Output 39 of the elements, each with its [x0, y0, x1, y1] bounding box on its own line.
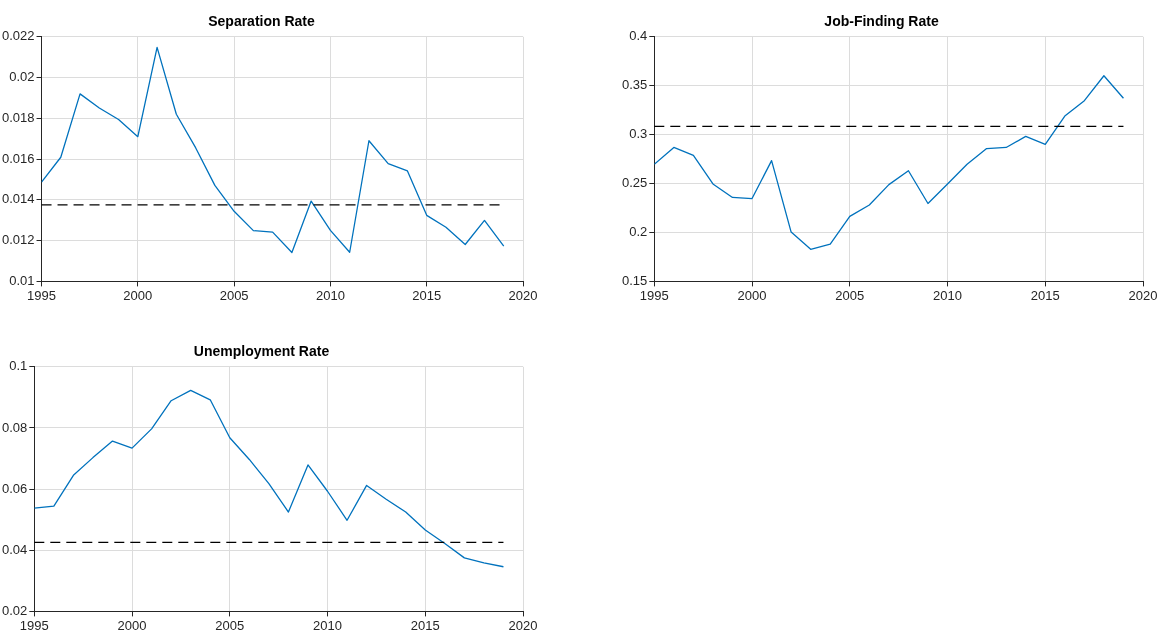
- x-tick-label: 2000: [737, 287, 767, 303]
- y-tick-label: 0.4: [629, 28, 648, 44]
- x-tick-label: 2010: [933, 287, 962, 303]
- y-tick-label: 0.3: [629, 126, 648, 142]
- y-tick-label: 0.022: [1, 28, 35, 44]
- y-tick-label: 0.014: [1, 191, 35, 207]
- x-tick-label: 2005: [215, 617, 245, 631]
- x-tick-label: 2015: [410, 617, 440, 631]
- x-tick-label: 2000: [117, 617, 147, 631]
- x-tick-label: 1995: [19, 617, 49, 631]
- y-tick-label: 0.15: [621, 272, 648, 288]
- y-tick-label: 0.02: [9, 69, 35, 85]
- x-tick-label: 2020: [1128, 287, 1158, 303]
- x-tick-label: 2015: [412, 287, 442, 303]
- y-tick-label: 0.35: [621, 77, 648, 93]
- chart-title: Separation Rate: [208, 13, 315, 30]
- x-tick-label: 2020: [508, 287, 538, 303]
- x-tick-label: 2005: [219, 287, 249, 303]
- y-tick-label: 0.06: [1, 480, 28, 496]
- x-tick-label: 1995: [27, 287, 56, 303]
- y-tick-label: 0.016: [1, 150, 35, 166]
- x-tick-label: 1995: [639, 287, 669, 303]
- chart-title: Job-Finding Rate: [824, 13, 939, 30]
- y-tick-label: 0.1: [9, 358, 28, 374]
- chart-title: Unemployment Rate: [193, 343, 330, 360]
- x-tick-label: 2005: [835, 287, 865, 303]
- y-tick-label: 0.012: [1, 232, 35, 248]
- x-tick-label: 2015: [1030, 287, 1060, 303]
- y-tick-label: 0.25: [621, 175, 648, 191]
- x-tick-label: 2010: [313, 617, 342, 631]
- y-tick-label: 0.08: [1, 419, 28, 435]
- y-tick-label: 0.02: [1, 602, 28, 618]
- x-tick-label: 2020: [508, 617, 538, 631]
- y-tick-label: 0.2: [629, 224, 648, 240]
- y-tick-label: 0.01: [9, 272, 35, 288]
- x-tick-label: 2010: [315, 287, 345, 303]
- x-tick-label: 2000: [123, 287, 153, 303]
- y-tick-label: 0.04: [1, 541, 28, 557]
- y-tick-label: 0.018: [1, 109, 35, 125]
